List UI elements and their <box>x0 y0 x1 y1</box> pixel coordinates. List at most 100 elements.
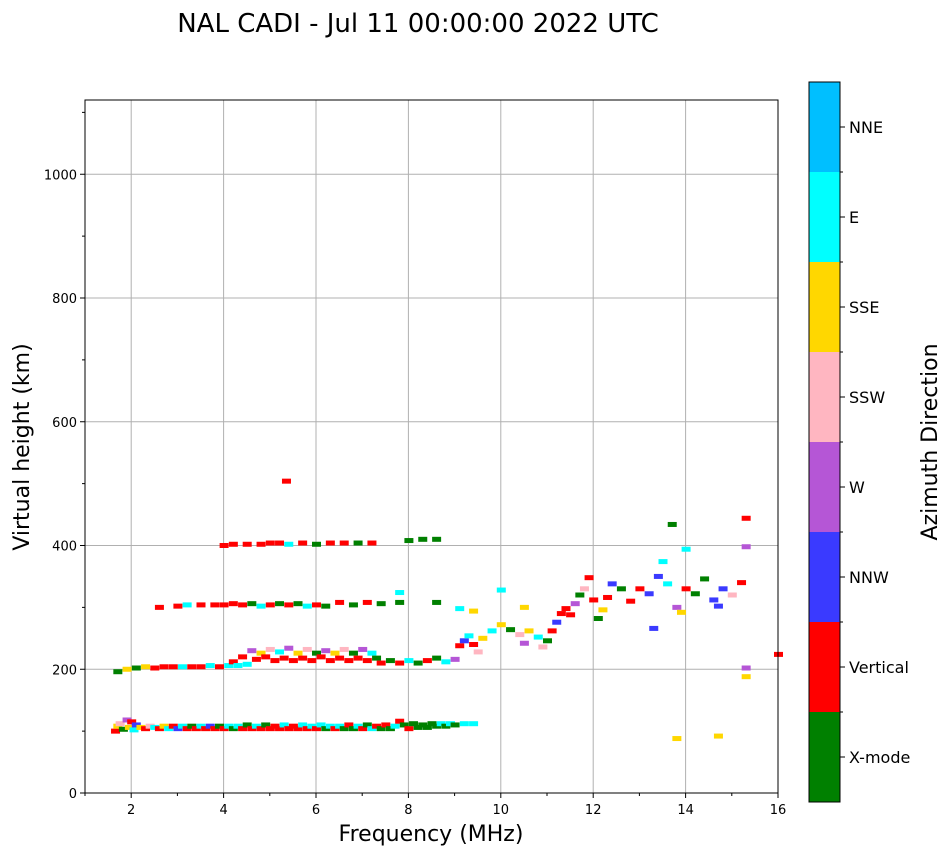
data-point <box>598 607 608 613</box>
data-point <box>473 649 483 655</box>
plot-points <box>111 478 783 742</box>
data-point <box>718 586 728 592</box>
data-point <box>362 722 372 728</box>
data-point <box>409 721 419 727</box>
colorbar: X-mode Vertical NNW W SSW SSE E NNE <box>808 81 910 803</box>
data-point <box>265 602 275 608</box>
data-point <box>367 726 377 732</box>
data-point <box>288 658 298 664</box>
data-point <box>302 603 312 609</box>
data-point <box>325 723 335 729</box>
data-point <box>145 723 155 729</box>
data-point <box>201 726 211 732</box>
data-point <box>432 536 442 542</box>
data-point <box>251 656 261 662</box>
data-point <box>127 719 137 725</box>
data-point <box>293 726 303 732</box>
data-point <box>524 628 534 634</box>
data-point <box>737 580 747 586</box>
data-point <box>432 655 442 661</box>
data-point <box>353 655 363 661</box>
data-point <box>367 540 377 546</box>
data-point <box>487 628 497 634</box>
data-point <box>418 722 428 728</box>
data-point <box>178 664 188 670</box>
data-point <box>173 603 183 609</box>
data-point <box>644 591 654 597</box>
colorbar-tick-label: NNE <box>849 118 883 137</box>
data-point <box>335 723 345 729</box>
data-point <box>385 726 395 732</box>
data-point <box>247 601 257 607</box>
data-point <box>164 726 174 732</box>
data-point <box>676 609 686 615</box>
data-point <box>372 655 382 661</box>
y-tick-label: 200 <box>52 663 77 678</box>
data-point <box>663 581 673 587</box>
data-point <box>205 663 215 669</box>
data-point <box>741 665 751 671</box>
data-point <box>312 541 321 547</box>
data-point <box>348 650 358 656</box>
data-point <box>233 723 243 729</box>
data-point <box>469 642 479 647</box>
data-point <box>353 540 363 546</box>
colorbar-tick-label: X-mode <box>849 748 910 767</box>
colorbar-segment <box>809 352 840 442</box>
data-point <box>321 603 331 609</box>
x-tick-label: 8 <box>404 803 412 818</box>
y-tick-label: 400 <box>52 540 77 555</box>
data-point <box>713 603 723 609</box>
data-point <box>187 664 197 670</box>
data-point <box>339 646 349 652</box>
data-point <box>122 666 132 672</box>
data-point <box>395 599 405 605</box>
data-point <box>464 633 474 639</box>
data-point <box>681 586 691 592</box>
data-point <box>335 655 345 661</box>
data-point <box>469 608 479 614</box>
data-point <box>111 728 121 734</box>
data-point <box>325 540 335 546</box>
data-point <box>275 649 285 655</box>
x-tick-label: 6 <box>312 803 320 818</box>
data-point <box>348 602 358 608</box>
data-point <box>205 723 215 729</box>
data-point <box>404 658 414 664</box>
colorbar-frame <box>808 81 841 803</box>
data-point <box>196 723 206 729</box>
colorbar-tick-label: W <box>849 478 865 497</box>
data-point <box>593 616 603 622</box>
data-point <box>358 646 368 652</box>
data-point <box>168 723 178 729</box>
data-point <box>616 586 626 592</box>
data-point <box>196 664 206 670</box>
data-point <box>376 660 386 666</box>
data-point <box>325 658 335 664</box>
colorbar-segment <box>809 262 840 352</box>
data-point <box>288 723 298 729</box>
data-point <box>233 663 243 669</box>
y-tick-label: 800 <box>52 292 77 307</box>
data-point <box>653 573 663 579</box>
data-point <box>741 674 751 680</box>
data-point <box>321 648 331 654</box>
x-tick-label: 12 <box>585 803 602 818</box>
data-point <box>256 650 266 656</box>
data-point <box>579 586 589 592</box>
data-point <box>279 655 289 661</box>
x-axis-ticks: 2 4 6 8 10 12 14 16 <box>84 793 786 818</box>
data-point <box>242 661 252 667</box>
colorbar-tick-label: E <box>849 208 859 227</box>
data-point <box>124 724 134 730</box>
data-point <box>150 724 160 730</box>
grid-lines <box>85 100 778 793</box>
colorbar-tick-label: SSE <box>849 298 879 317</box>
data-point <box>115 721 125 727</box>
data-point <box>441 723 451 729</box>
data-point <box>422 724 432 730</box>
data-point <box>141 664 151 670</box>
data-point <box>441 659 451 665</box>
data-point <box>210 602 220 608</box>
